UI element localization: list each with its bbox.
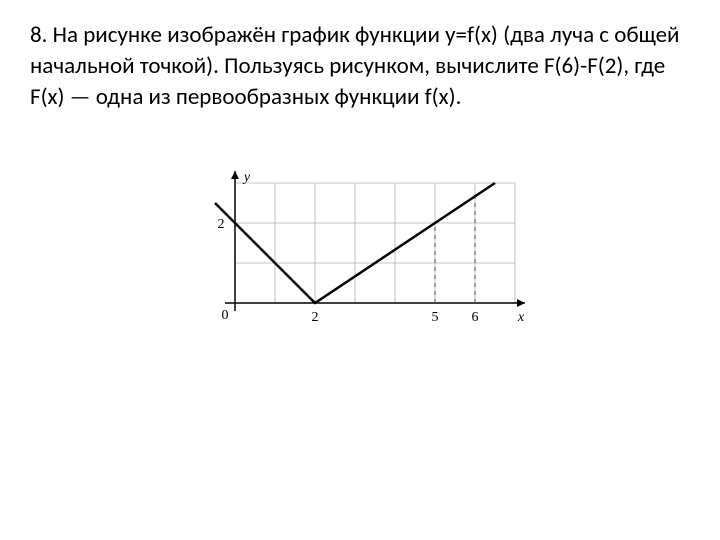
svg-text:5: 5: [432, 310, 439, 325]
svg-text:y: y: [242, 170, 251, 185]
svg-text:6: 6: [472, 310, 479, 325]
chart-wrapper: 0 2 5 6 2 y x: [30, 163, 690, 343]
svg-text:2: 2: [218, 217, 225, 232]
svg-text:x: x: [517, 310, 525, 325]
svg-text:0: 0: [222, 308, 229, 323]
problem-statement: 8. На рисунке изображён график функции y…: [30, 20, 690, 113]
function-graph: 0 2 5 6 2 y x: [185, 163, 535, 343]
svg-text:2: 2: [312, 310, 319, 325]
